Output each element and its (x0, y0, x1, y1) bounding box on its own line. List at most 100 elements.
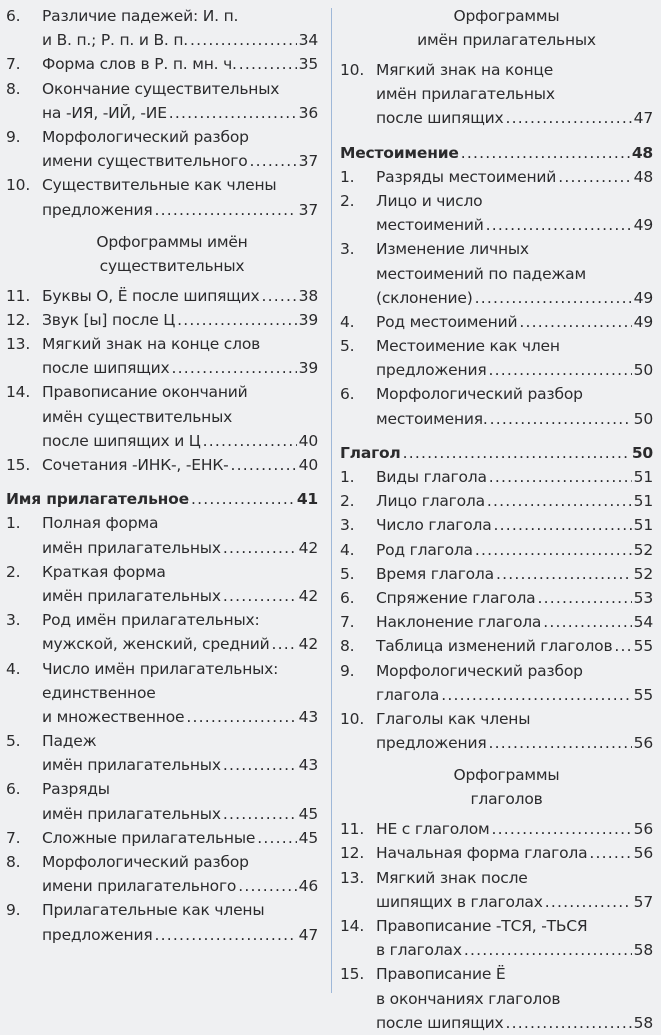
entry-title: Морфологический разбор (376, 385, 583, 404)
entry-line: и В. п.; Р. п. и В. п. 34 (6, 28, 318, 52)
page-number: 40 (298, 456, 319, 474)
toc-entry: 2. Лицо глагола 51 (340, 489, 653, 513)
toc-entry: 11. Буквы О, Ё после шипящих 38 (6, 284, 318, 308)
toc-entry: 15. Правописание Ё в окончаниях глаголов по… (340, 962, 653, 1035)
toc-section-header: Глагол 50 (340, 441, 653, 465)
entry-number: 1. (6, 514, 21, 533)
entry-number (6, 429, 42, 453)
dot-leader (464, 938, 632, 962)
page-number: 49 (633, 312, 654, 331)
entry-number (6, 28, 42, 52)
dot-leader (589, 841, 631, 865)
entry-title: Имя прилагательное (6, 490, 189, 509)
entry-line: 9. Морфологический разбор (340, 659, 653, 683)
entry-line: 9. Прилагательные как члены (6, 898, 318, 922)
toc-entry: 12. Звук [ы] после Ц 39 (6, 308, 318, 332)
entry-number: 12. (340, 844, 365, 863)
toc-entry: 2. Лицо и число местоимений 49 (340, 189, 653, 237)
entry-line: 2. Лицо глагола 51 (340, 489, 653, 513)
entry-line: 7. Наклонение глагола 54 (340, 610, 653, 634)
toc-entry: 8. Морфологический разбор имени прилагател… (6, 850, 318, 898)
page-number: 49 (633, 288, 654, 307)
toc-entry: 7. Наклонение глагола 54 (340, 610, 653, 634)
entry-line: имён прилагательных (340, 82, 653, 106)
entry-number: 12. (6, 310, 31, 329)
entry-title: Правописание Ё (376, 965, 506, 984)
subheading-line: существительных (99, 256, 245, 275)
entry-title: Род глагола (376, 540, 473, 559)
subheading-line: глаголов (470, 790, 543, 809)
entry-line: 10. Глаголы как члены (340, 707, 653, 731)
dot-leader (545, 890, 632, 914)
entry-line: 7. Форма слов в Р. п. мн. ч. 35 (6, 52, 318, 76)
entry-number: 2. (6, 562, 21, 581)
page-number: 38 (298, 286, 319, 305)
dot-leader (186, 705, 296, 729)
subheading-line: Орфограммы имён (96, 232, 248, 251)
entry-line: после шипящих 39 (6, 356, 318, 380)
entry-number (340, 82, 376, 106)
dot-leader (488, 731, 631, 755)
entry-title: имён прилагательных (42, 804, 221, 823)
page-number: 56 (633, 820, 654, 839)
entry-line: имён прилагательных 42 (6, 536, 318, 560)
dot-leader (223, 753, 297, 777)
toc-entry: 2. Краткая форма имён прилагательных 42 (6, 560, 318, 608)
toc-entry: 6. Спряжение глагола 53 (340, 586, 653, 610)
entry-line: 14. Правописание -ТСЯ, -ТЬСЯ (340, 914, 653, 938)
page-number: 43 (298, 756, 319, 775)
entry-number: 2. (340, 492, 355, 511)
entry-title: Падеж (42, 732, 97, 751)
page-number: 43 (298, 707, 319, 726)
entry-line: 13. Мягкий знак после (340, 866, 653, 890)
entry-line: имени существительного 37 (6, 149, 318, 173)
toc-entry: 8. Окончание существительных на -ИЯ, -ИЙ, … (6, 77, 318, 125)
page-number: 41 (296, 490, 318, 509)
entry-number (340, 987, 376, 1011)
entry-number: 3. (340, 516, 355, 535)
page-number: 52 (633, 564, 654, 583)
entry-title: Число глагола (376, 516, 492, 535)
entry-number (340, 286, 376, 310)
entry-title: Лицо глагола (376, 492, 485, 511)
entry-title: Изменение личных (376, 240, 529, 259)
dot-leader (519, 310, 631, 334)
page-number: 37 (298, 200, 319, 219)
dot-leader (488, 358, 631, 382)
entry-title: после шипящих (376, 109, 504, 128)
dot-leader (486, 213, 632, 237)
entry-title: предложения (42, 200, 153, 219)
entry-number: 14. (340, 917, 365, 935)
entry-title: Окончание существительных (42, 79, 280, 98)
subheading-line: Орфограммы (453, 766, 560, 785)
entry-title: в глаголах (376, 941, 462, 960)
entry-line: 4. Род глагола 52 (340, 538, 653, 562)
toc-entry: 4. Род местоимений 49 (340, 310, 653, 334)
toc-left-column: 6. Различие падежей: И. п. и В. п.; Р. п. … (6, 4, 318, 947)
entry-number (6, 705, 42, 729)
dot-leader (461, 141, 630, 165)
entry-title: Существительные как члены (42, 176, 277, 195)
page-number: 58 (633, 941, 654, 960)
entry-number (340, 358, 376, 382)
toc-entry: 11. НЕ с глаголом 56 (340, 817, 653, 841)
entry-line: в глаголах 58 (340, 938, 653, 962)
entry-title: и В. п.; Р. п. и В. п. (42, 31, 189, 50)
entry-line: 7. Сложные прилагательные 45 (6, 826, 318, 850)
entry-line: после шипящих 47 (340, 106, 653, 130)
entry-title: местоимений (376, 216, 484, 235)
page-number: 49 (633, 216, 654, 235)
entry-line: 11. НЕ с глаголом 56 (340, 817, 653, 841)
entry-number: 13. (6, 335, 31, 354)
section-subheading: Орфограммы имён прилагательных (340, 4, 653, 52)
page-number: 34 (298, 31, 319, 50)
entry-number (6, 584, 42, 608)
entry-number (340, 1011, 376, 1035)
toc-entry: 6. Морфологический разбор местоимения. 50 (340, 382, 653, 430)
entry-line: 6. Разряды (6, 777, 318, 801)
entry-number (340, 731, 376, 755)
entry-line: местоимения. 50 (340, 407, 653, 431)
page-number: 55 (633, 637, 654, 656)
entry-line: 1. Виды глагола 51 (340, 465, 653, 489)
section-subheading: Орфограммы имён существительных (6, 230, 318, 278)
